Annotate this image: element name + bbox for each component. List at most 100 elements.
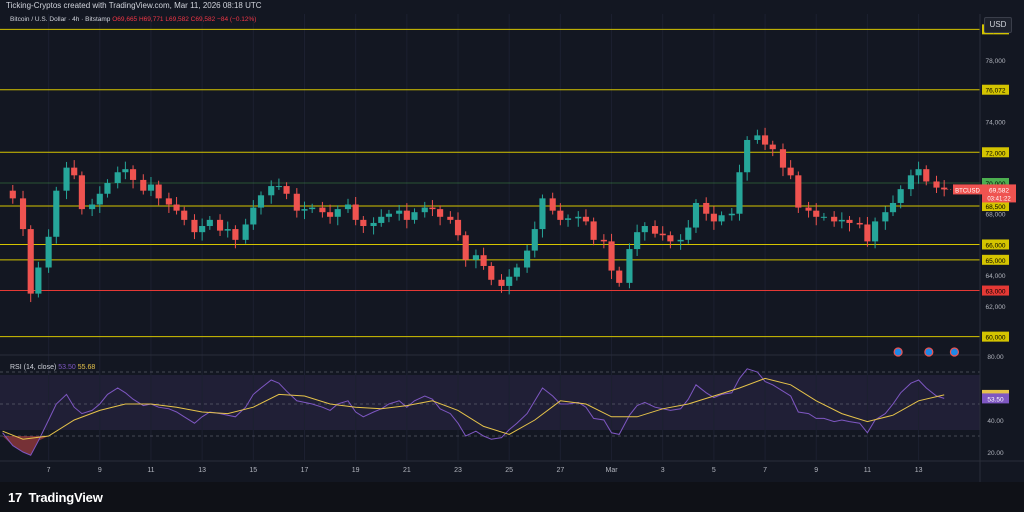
candle-body bbox=[301, 209, 308, 211]
time-tick-label: 7 bbox=[47, 467, 51, 474]
price-chart[interactable]: 80,00076,07272,00068,50066,00065,00063,0… bbox=[0, 0, 1024, 482]
time-tick-label: 23 bbox=[454, 467, 462, 474]
last-price-box bbox=[982, 184, 1016, 203]
level-label-box bbox=[982, 147, 1009, 158]
rsi-line bbox=[2, 368, 945, 456]
candle-body bbox=[710, 213, 717, 222]
candle-body bbox=[147, 184, 155, 191]
candle-body bbox=[437, 209, 444, 217]
candle-body bbox=[769, 144, 776, 150]
candle-body bbox=[96, 193, 103, 205]
candle-body bbox=[319, 207, 326, 213]
candle-body bbox=[531, 229, 538, 251]
candle-body bbox=[122, 169, 129, 173]
candle-body bbox=[104, 183, 111, 194]
event-marker-icon bbox=[893, 347, 903, 357]
rsi-tick-label: 20.00 bbox=[987, 450, 1004, 457]
rsi-value-label: 53.50 bbox=[987, 396, 1004, 403]
candle-body bbox=[344, 204, 352, 210]
symbol-tag: BTCUSD bbox=[955, 188, 980, 194]
candle-body bbox=[692, 202, 700, 228]
level-label-box bbox=[982, 285, 1009, 296]
candle-body bbox=[429, 207, 436, 210]
candle-body bbox=[685, 227, 692, 240]
time-tick-label: 9 bbox=[98, 467, 102, 474]
level-label-box bbox=[982, 254, 1009, 265]
candle-body bbox=[813, 210, 820, 217]
candle-body bbox=[268, 186, 275, 196]
candle-body bbox=[403, 210, 410, 220]
chart-credit: Ticking-Cryptos created with TradingView… bbox=[6, 1, 262, 10]
candle-body bbox=[129, 169, 137, 180]
candle-body bbox=[45, 236, 52, 268]
candle-body bbox=[498, 279, 505, 286]
level-label: 68,500 bbox=[986, 204, 1006, 211]
candle-body bbox=[140, 179, 147, 191]
candle-body bbox=[447, 216, 454, 220]
candle-body bbox=[191, 219, 198, 233]
rsi-ma-line bbox=[2, 377, 945, 440]
candle-body bbox=[582, 216, 590, 222]
price-tick-label: 64,000 bbox=[986, 273, 1006, 280]
ohlc-values: O69,665 H69,771 L69,582 C69,582 −84 (−0.… bbox=[112, 16, 257, 23]
candle-body bbox=[53, 190, 60, 237]
candle-body bbox=[71, 167, 78, 176]
candle-body bbox=[838, 219, 845, 222]
candle-body bbox=[216, 219, 224, 231]
candle-body bbox=[257, 195, 265, 208]
currency-button[interactable]: USD bbox=[984, 17, 1012, 33]
time-tick-label: 7 bbox=[763, 467, 767, 474]
candle-body bbox=[293, 193, 300, 211]
time-tick-label: 3 bbox=[661, 467, 665, 474]
event-markers bbox=[893, 347, 960, 357]
candle-body bbox=[872, 221, 879, 242]
candle-body bbox=[462, 235, 469, 260]
time-tick-label: 27 bbox=[556, 467, 564, 474]
candle-body bbox=[165, 198, 172, 205]
level-label: 66,000 bbox=[986, 242, 1006, 249]
candle-body bbox=[820, 216, 827, 218]
candle-body bbox=[155, 184, 162, 199]
candle-body bbox=[590, 221, 597, 240]
time-tick-label: 9 bbox=[814, 467, 818, 474]
candles bbox=[9, 127, 948, 303]
candle-body bbox=[539, 198, 546, 230]
level-label-box bbox=[982, 331, 1009, 342]
last-price-label: 69,582 bbox=[989, 187, 1009, 194]
rsi-ma-value: 55.68 bbox=[77, 364, 96, 371]
candle-body bbox=[242, 224, 249, 240]
candle-body bbox=[378, 216, 385, 223]
candle-body bbox=[275, 186, 282, 188]
price-tick-label: 74,000 bbox=[986, 120, 1006, 127]
footer-bar: 17 TradingView bbox=[0, 482, 1024, 512]
brand-name: TradingView bbox=[28, 490, 103, 505]
rsi-value: 53.50 bbox=[58, 364, 76, 371]
candle-body bbox=[78, 175, 85, 210]
candle-body bbox=[856, 222, 863, 225]
candle-body bbox=[327, 212, 334, 217]
oversold-fill bbox=[2, 436, 49, 456]
time-tick-label: 11 bbox=[864, 467, 871, 474]
level-label-box bbox=[982, 84, 1009, 95]
candle-body bbox=[19, 198, 27, 230]
candle-body bbox=[9, 190, 16, 199]
price-tick-label: 68,000 bbox=[986, 212, 1006, 219]
time-tick-label: 15 bbox=[249, 467, 257, 474]
rsi-legend: RSI (14, close) 53.50 55.68 bbox=[10, 364, 95, 371]
candle-body bbox=[677, 239, 684, 242]
candle-body bbox=[206, 219, 213, 227]
time-tick-label: 5 bbox=[712, 467, 716, 474]
candle-body bbox=[787, 167, 794, 176]
candle-body bbox=[744, 139, 751, 173]
time-tick-label: 25 bbox=[505, 467, 513, 474]
rsi-tick-label: 40.00 bbox=[987, 418, 1004, 425]
candle-body bbox=[651, 226, 659, 234]
candle-body bbox=[488, 265, 495, 280]
candle-body bbox=[396, 210, 403, 214]
plot-background bbox=[0, 14, 980, 354]
level-label-box bbox=[982, 201, 1009, 212]
candle-body bbox=[114, 172, 121, 183]
candle-body bbox=[370, 222, 377, 227]
candle-body bbox=[385, 213, 392, 217]
candle-body bbox=[846, 219, 853, 223]
